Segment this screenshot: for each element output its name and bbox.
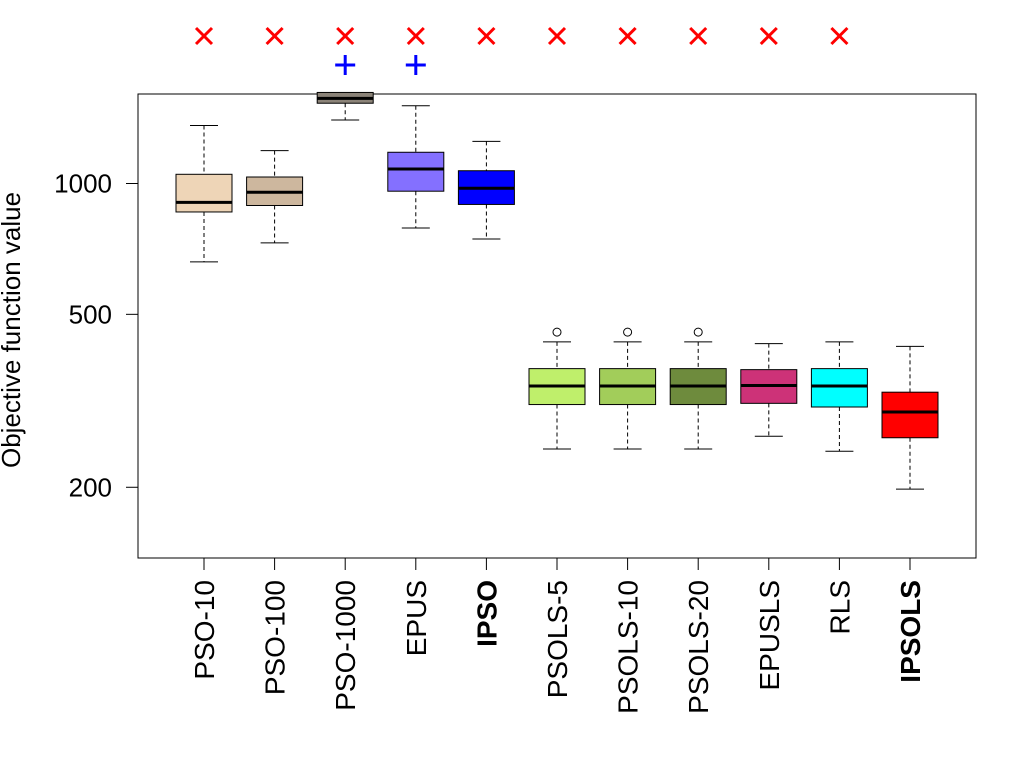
- iqr-box: [881, 391, 939, 439]
- x-axis-labels: PSO-10 PSO-100 PSO-1000 EPUS IPSO PSOLS-5 PSOL…: [189, 558, 926, 714]
- x-label-epus: EPUS: [401, 580, 432, 656]
- y-tick-label: 200: [69, 472, 112, 502]
- box-epus: [387, 105, 445, 229]
- outlier-point: [623, 327, 633, 337]
- x-label-epusls: EPUSLS: [754, 580, 785, 691]
- iqr-box: [175, 173, 233, 213]
- y-axis: 200 500 1000: [54, 169, 138, 502]
- box-ipso: [457, 140, 515, 240]
- y-axis-title: Objective function value: [0, 192, 26, 468]
- box-ipsols: [881, 345, 939, 490]
- x-label-rls: RLS: [824, 580, 855, 634]
- significance-plus-marker: [335, 55, 356, 75]
- outlier-point: [552, 327, 562, 337]
- iqr-box: [810, 368, 868, 408]
- significance-x-marker: [547, 26, 567, 46]
- x-label-psols-10: PSOLS-10: [613, 580, 644, 714]
- box-psols-5: [528, 327, 586, 450]
- y-tick-label: 500: [69, 299, 112, 329]
- x-label-pso-100: PSO-100: [260, 580, 291, 695]
- significance-x-marker: [336, 26, 355, 46]
- significance-x-marker: [689, 26, 708, 46]
- significance-plus-marker: [405, 55, 426, 75]
- significance-x-marker: [406, 26, 425, 46]
- box-pso-100: [246, 150, 304, 244]
- box-epusls: [740, 343, 798, 437]
- significance-x-marker: [830, 26, 849, 46]
- x-label-psols-5: PSOLS-5: [542, 580, 573, 698]
- significance-x-marker: [265, 26, 284, 46]
- significance-x-marker: [194, 26, 214, 46]
- significance-markers: [194, 26, 849, 75]
- x-label-psols-20: PSOLS-20: [683, 580, 714, 714]
- significance-x-marker: [618, 26, 637, 46]
- significance-x-marker: [477, 26, 496, 46]
- x-label-pso-10: PSO-10: [189, 580, 220, 680]
- outlier-point: [693, 327, 703, 337]
- boxes-group: [175, 91, 939, 490]
- iqr-box: [387, 151, 445, 192]
- box-pso-1000: [316, 91, 374, 121]
- x-label-ipso: IPSO: [471, 580, 502, 647]
- y-tick-label: 1000: [54, 169, 112, 199]
- box-pso-10: [175, 124, 233, 263]
- x-label-ipsols: IPSOLS: [895, 580, 926, 683]
- box-psols-10: [599, 327, 657, 450]
- significance-x-marker: [759, 26, 778, 46]
- box-psols-20: [669, 327, 727, 450]
- box-rls: [810, 341, 868, 452]
- plot-frame: [137, 93, 977, 559]
- x-label-pso-1000: PSO-1000: [330, 580, 361, 711]
